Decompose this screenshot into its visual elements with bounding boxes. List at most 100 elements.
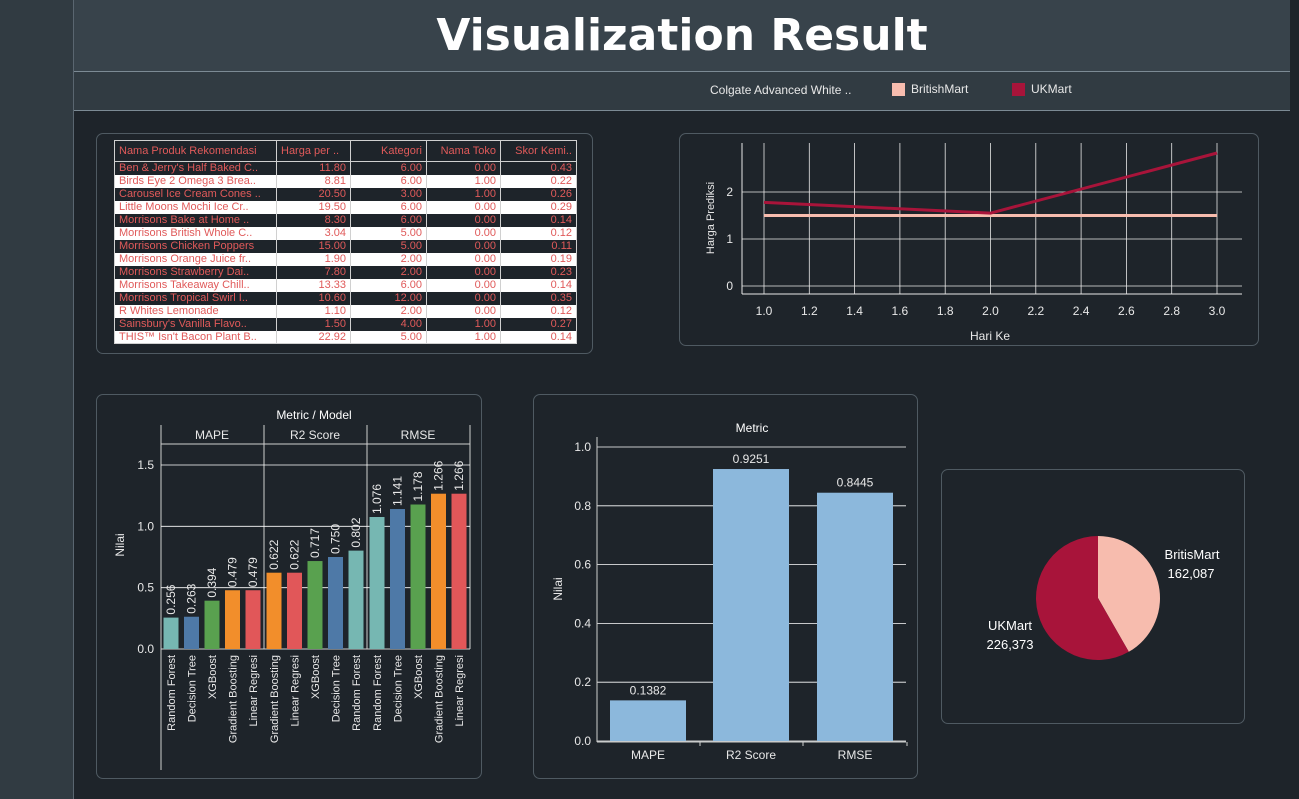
table-cell: Morrisons Orange Juice fr..	[114, 252, 277, 266]
table-row[interactable]: Morrisons Chicken Poppers 15.00 5.00 0.00 0.…	[114, 239, 577, 253]
table-cell: R Whites Lemonade	[114, 304, 277, 318]
legend-item-britishmart[interactable]: BritishMart	[892, 82, 968, 96]
left-sidebar	[0, 0, 74, 799]
table-cell: Morrisons British Whole C..	[114, 226, 277, 240]
table-cell: 1.00	[426, 174, 501, 188]
table-cell: 2.00	[350, 252, 427, 266]
table-cell: 1.00	[426, 317, 501, 331]
table-cell: 6.00	[350, 213, 427, 227]
table-cell: 1.90	[276, 252, 351, 266]
table-cell: 0.11	[500, 239, 577, 253]
table-header-row: Nama Produk Rekomendasi Harga per .. Kat…	[114, 140, 577, 162]
table-cell: 0.19	[500, 252, 577, 266]
table-cell: Birds Eye 2 Omega 3 Brea..	[114, 174, 277, 188]
table-row[interactable]: Morrisons Strawberry Dai.. 7.80 2.00 0.00 0.…	[114, 265, 577, 279]
column-header[interactable]: Kategori	[350, 140, 427, 162]
table-cell: 0.00	[426, 291, 501, 305]
table-cell: 1.00	[426, 187, 501, 201]
table-cell: Morrisons Strawberry Dai..	[114, 265, 277, 279]
table-cell: Carousel Ice Cream Cones ..	[114, 187, 277, 201]
table-cell: THIS™ Isn't Bacon Plant B..	[114, 330, 277, 344]
table-cell: 6.00	[350, 200, 427, 214]
table-cell: Sainsbury's Vanilla Flavo..	[114, 317, 277, 331]
table-cell: Ben & Jerry's Half Baked C..	[114, 161, 277, 175]
table-cell: 7.80	[276, 265, 351, 279]
table-cell: 0.00	[426, 252, 501, 266]
legend-bar: Colgate Advanced White .. BritishMart UK…	[74, 72, 1290, 111]
line-chart-panel	[679, 133, 1259, 346]
table-cell: 5.00	[350, 330, 427, 344]
table-cell: 1.10	[276, 304, 351, 318]
table-row[interactable]: Birds Eye 2 Omega 3 Brea.. 8.81 6.00 1.00 0.…	[114, 174, 577, 188]
table-cell: 0.12	[500, 226, 577, 240]
column-header[interactable]: Nama Produk Rekomendasi	[114, 140, 277, 162]
table-cell: 5.00	[350, 239, 427, 253]
table-row[interactable]: Morrisons Tropical Swirl I.. 10.60 12.00 0.…	[114, 291, 577, 305]
table-cell: 0.12	[500, 304, 577, 318]
table-cell: 6.00	[350, 161, 427, 175]
table-cell: 1.00	[426, 330, 501, 344]
table-cell: Little Moons Mochi Ice Cr..	[114, 200, 277, 214]
header: Visualization Result	[74, 0, 1290, 72]
pie-chart-panel	[941, 469, 1245, 724]
table-row[interactable]: Morrisons Takeaway Chill.. 13.33 6.00 0.00 0…	[114, 278, 577, 292]
table-cell: 0.14	[500, 213, 577, 227]
product-filter-label[interactable]: Colgate Advanced White ..	[710, 83, 852, 97]
table-cell: 0.00	[426, 213, 501, 227]
table-row[interactable]: Ben & Jerry's Half Baked C.. 11.80 6.00 0.0…	[114, 161, 577, 175]
table-row[interactable]: Carousel Ice Cream Cones .. 20.50 3.00 1.00…	[114, 187, 577, 201]
table-row[interactable]: Sainsbury's Vanilla Flavo.. 1.50 4.00 1.00 0…	[114, 317, 577, 331]
table-cell: Morrisons Tropical Swirl I..	[114, 291, 277, 305]
table-cell: 0.26	[500, 187, 577, 201]
table-row[interactable]: R Whites Lemonade 1.10 2.00 0.00 0.12	[114, 304, 577, 318]
column-header[interactable]: Nama Toko	[426, 140, 501, 162]
model-bar-chart-panel	[96, 394, 482, 779]
table-cell: 19.50	[276, 200, 351, 214]
table-cell: 0.14	[500, 330, 577, 344]
legend-swatch	[892, 82, 905, 96]
table-cell: 4.00	[350, 317, 427, 331]
table-cell: 15.00	[276, 239, 351, 253]
table-row[interactable]: Morrisons Bake at Home .. 8.30 6.00 0.00 0.1…	[114, 213, 577, 227]
table-panel	[96, 133, 593, 354]
table-cell: 2.00	[350, 304, 427, 318]
table-cell: 0.27	[500, 317, 577, 331]
table-cell: 1.50	[276, 317, 351, 331]
table-cell: 0.00	[426, 304, 501, 318]
table-cell: Morrisons Bake at Home ..	[114, 213, 277, 227]
table-cell: 0.35	[500, 291, 577, 305]
table-row[interactable]: THIS™ Isn't Bacon Plant B.. 22.92 5.00 1.00…	[114, 330, 577, 344]
table-cell: 0.00	[426, 226, 501, 240]
table-cell: 0.23	[500, 265, 577, 279]
legend-item-ukmart[interactable]: UKMart	[1012, 82, 1072, 96]
table-cell: 0.00	[426, 161, 501, 175]
table-cell: 20.50	[276, 187, 351, 201]
table-cell: 0.00	[426, 239, 501, 253]
right-edge	[1290, 0, 1299, 799]
table-cell: Morrisons Takeaway Chill..	[114, 278, 277, 292]
table-cell: 0.00	[426, 200, 501, 214]
legend-label: UKMart	[1031, 82, 1072, 96]
table-cell: 0.00	[426, 278, 501, 292]
table-row[interactable]: Morrisons Orange Juice fr.. 1.90 2.00 0.00 0…	[114, 252, 577, 266]
table-cell: 13.33	[276, 278, 351, 292]
table-cell: 0.14	[500, 278, 577, 292]
table-cell: 10.60	[276, 291, 351, 305]
table-cell: 0.29	[500, 200, 577, 214]
table-cell: 0.43	[500, 161, 577, 175]
table-row[interactable]: Little Moons Mochi Ice Cr.. 19.50 6.00 0.00…	[114, 200, 577, 214]
legend-swatch	[1012, 82, 1025, 96]
column-header[interactable]: Skor Kemi..	[500, 140, 577, 162]
table-row[interactable]: Morrisons British Whole C.. 3.04 5.00 0.00 0…	[114, 226, 577, 240]
column-header[interactable]: Harga per ..	[276, 140, 351, 162]
table-cell: 6.00	[350, 278, 427, 292]
table-cell: 3.00	[350, 187, 427, 201]
table-cell: 0.22	[500, 174, 577, 188]
table-cell: 6.00	[350, 174, 427, 188]
table-cell: 2.00	[350, 265, 427, 279]
recommendation-table: Nama Produk Rekomendasi Harga per .. Kat…	[114, 140, 577, 344]
table-cell: 22.92	[276, 330, 351, 344]
table-cell: 0.00	[426, 265, 501, 279]
table-cell: 11.80	[276, 161, 351, 175]
table-cell: 5.00	[350, 226, 427, 240]
